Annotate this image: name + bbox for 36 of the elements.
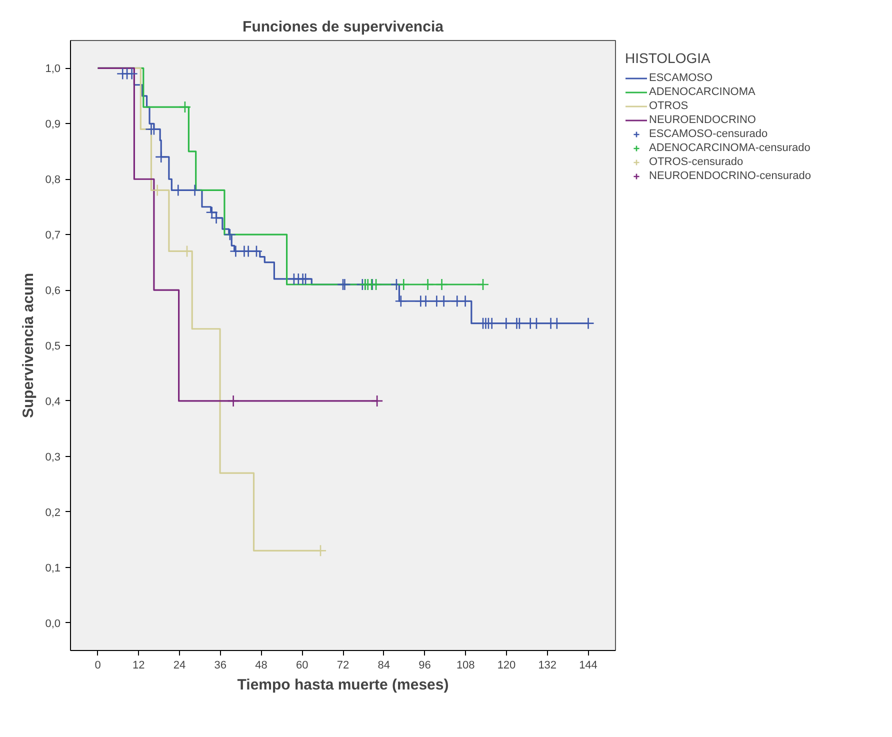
legend-label: OTROS-censurado: [649, 155, 744, 169]
legend-label: ESCAMOSO-censurado: [649, 127, 768, 141]
y-tick-label: 0,3: [45, 451, 61, 464]
y-tick-label: 0,2: [45, 506, 61, 519]
x-tick-label: 60: [296, 660, 308, 672]
x-tick-label: 36: [214, 660, 227, 672]
y-tick-label: 0,1: [45, 562, 61, 574]
x-tick-label: 132: [538, 660, 557, 672]
legend-label: ESCAMOSO: [649, 71, 713, 85]
y-tick-label: 0,7: [45, 230, 61, 242]
x-tick-label: 120: [497, 660, 516, 672]
y-tick-label: 0,5: [45, 340, 61, 352]
x-tick-label: 0: [94, 660, 101, 672]
x-tick-label: 96: [418, 660, 431, 672]
legend-label: ADENOCARCINOMA-censurado: [649, 141, 810, 155]
x-tick-label: 48: [255, 660, 268, 672]
x-tick-label: 72: [336, 660, 350, 672]
x-tick-label: 12: [132, 660, 145, 672]
legend-label: OTROS: [649, 99, 688, 113]
y-tick-label: 0,6: [45, 285, 61, 298]
x-axis-title: Tiempo hasta muerte (meses): [237, 676, 449, 694]
legend-label: NEUROENDOCRINO: [649, 113, 756, 127]
legend-label: ADENOCARCINOMA: [649, 85, 756, 99]
legend-title: HISTOLOGIA: [625, 50, 712, 66]
y-axis-title: Supervivencia acum: [20, 272, 38, 418]
y-tick-label: 0,4: [45, 396, 61, 408]
y-tick-label: 0,9: [45, 118, 61, 131]
legend-label: NEUROENDOCRINO-censurado: [649, 169, 811, 183]
y-tick-label: 0,8: [45, 174, 61, 186]
y-tick-label: 0,0: [45, 618, 61, 630]
x-tick-label: 108: [456, 660, 475, 672]
chart-title: Funciones de supervivencia: [242, 18, 444, 36]
x-tick-label: 24: [173, 660, 186, 672]
x-tick-label: 144: [579, 660, 598, 672]
y-tick-label: 1,0: [45, 63, 61, 76]
x-tick-label: 84: [378, 660, 390, 672]
